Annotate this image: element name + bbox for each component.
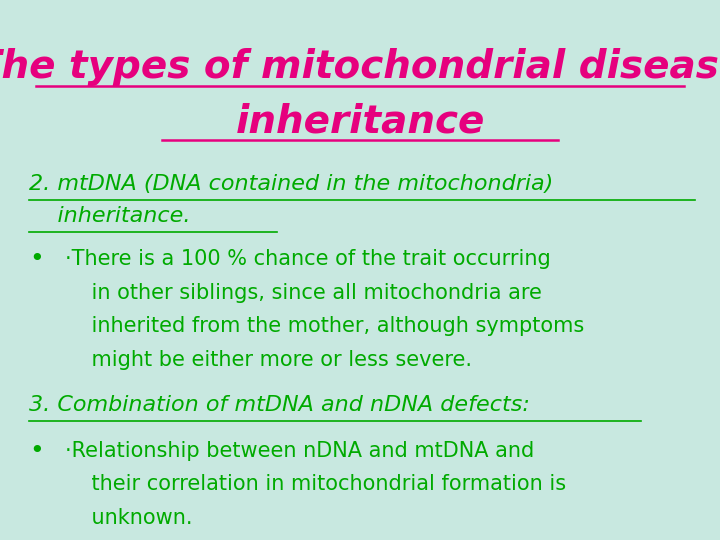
Text: inherited from the mother, although symptoms: inherited from the mother, although symp… bbox=[65, 316, 584, 336]
Text: their correlation in mitochondrial formation is: their correlation in mitochondrial forma… bbox=[65, 474, 566, 495]
Text: 3. Combination of mtDNA and nDNA defects:: 3. Combination of mtDNA and nDNA defects… bbox=[29, 395, 530, 415]
Text: inheritance: inheritance bbox=[235, 103, 485, 140]
Text: unknown.: unknown. bbox=[65, 508, 192, 528]
Text: •: • bbox=[29, 439, 43, 463]
Text: 2. mtDNA (DNA contained in the mitochondria): 2. mtDNA (DNA contained in the mitochond… bbox=[29, 173, 553, 194]
Text: •: • bbox=[29, 247, 43, 271]
Text: ·Relationship between nDNA and mtDNA and: ·Relationship between nDNA and mtDNA and bbox=[65, 441, 534, 461]
Text: in other siblings, since all mitochondria are: in other siblings, since all mitochondri… bbox=[65, 282, 541, 303]
Text: ·There is a 100 % chance of the trait occurring: ·There is a 100 % chance of the trait oc… bbox=[65, 249, 551, 269]
Text: might be either more or less severe.: might be either more or less severe. bbox=[65, 349, 472, 370]
Text: The types of mitochondrial disease: The types of mitochondrial disease bbox=[0, 49, 720, 86]
Text: inheritance.: inheritance. bbox=[29, 206, 190, 226]
